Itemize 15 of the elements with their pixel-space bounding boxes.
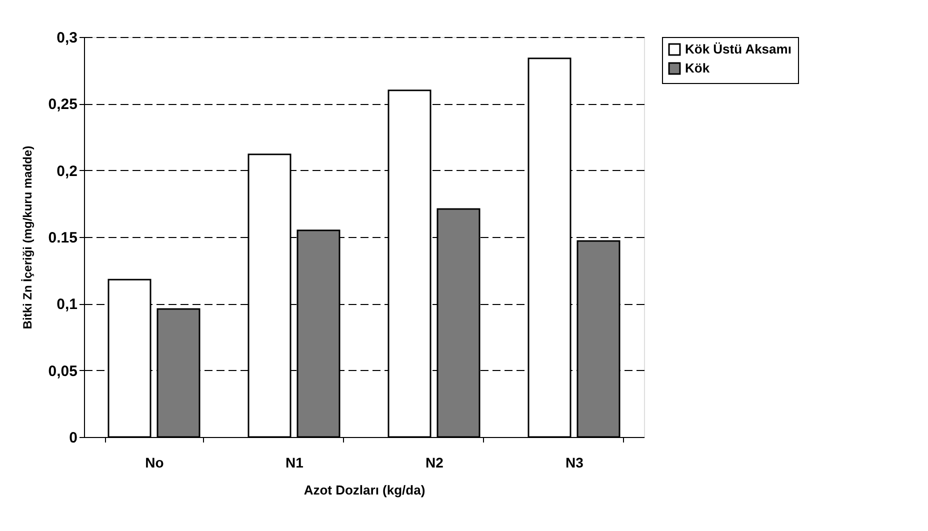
x-tick-label: N1 <box>286 454 304 470</box>
legend-label: Kök Üstü Aksamı <box>685 42 792 56</box>
x-tick-label: N3 <box>566 454 584 470</box>
y-tick-label: 0,1 <box>56 296 78 314</box>
x-tick-label: N2 <box>426 454 444 470</box>
y-axis-title: Bitki Zn İçeriği (mg/kuru madde) <box>20 146 34 330</box>
y-tick-label: 0,25 <box>48 96 78 114</box>
legend-label: Kök <box>685 60 710 76</box>
y-tick-label: 0,2 <box>56 162 78 180</box>
y-tick-label: 0 <box>69 430 78 446</box>
x-axis-title: Azot Dozları (kg/da) <box>304 482 426 498</box>
y-tick-label: 0,3 <box>56 30 78 46</box>
y-tick-label: 0,05 <box>48 362 78 380</box>
y-tick-label: 0.15 <box>48 230 78 246</box>
x-tick-label: No <box>145 454 164 470</box>
